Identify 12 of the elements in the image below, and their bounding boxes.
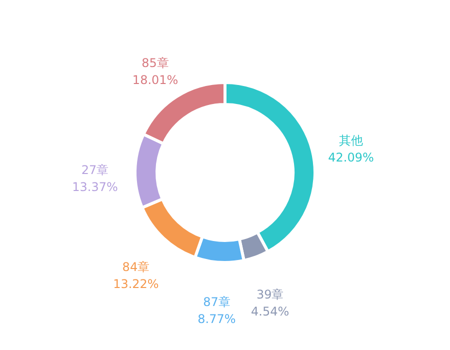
data-label: 13.22% [113,277,159,292]
data-label: 8.77% [198,312,236,326]
slice-label: 84章 [122,260,150,274]
slice-label: 87章 [203,295,230,310]
slice-label: 39章 [256,287,284,302]
data-label: 13.37% [72,180,118,194]
slice-label: 85章 [142,56,169,70]
slice-label: 27章 [81,163,109,178]
data-label: 18.01% [132,72,178,87]
slice-label: 其他 [339,134,364,148]
data-label: 42.09% [328,150,374,165]
data-label: 4.54% [251,304,290,318]
